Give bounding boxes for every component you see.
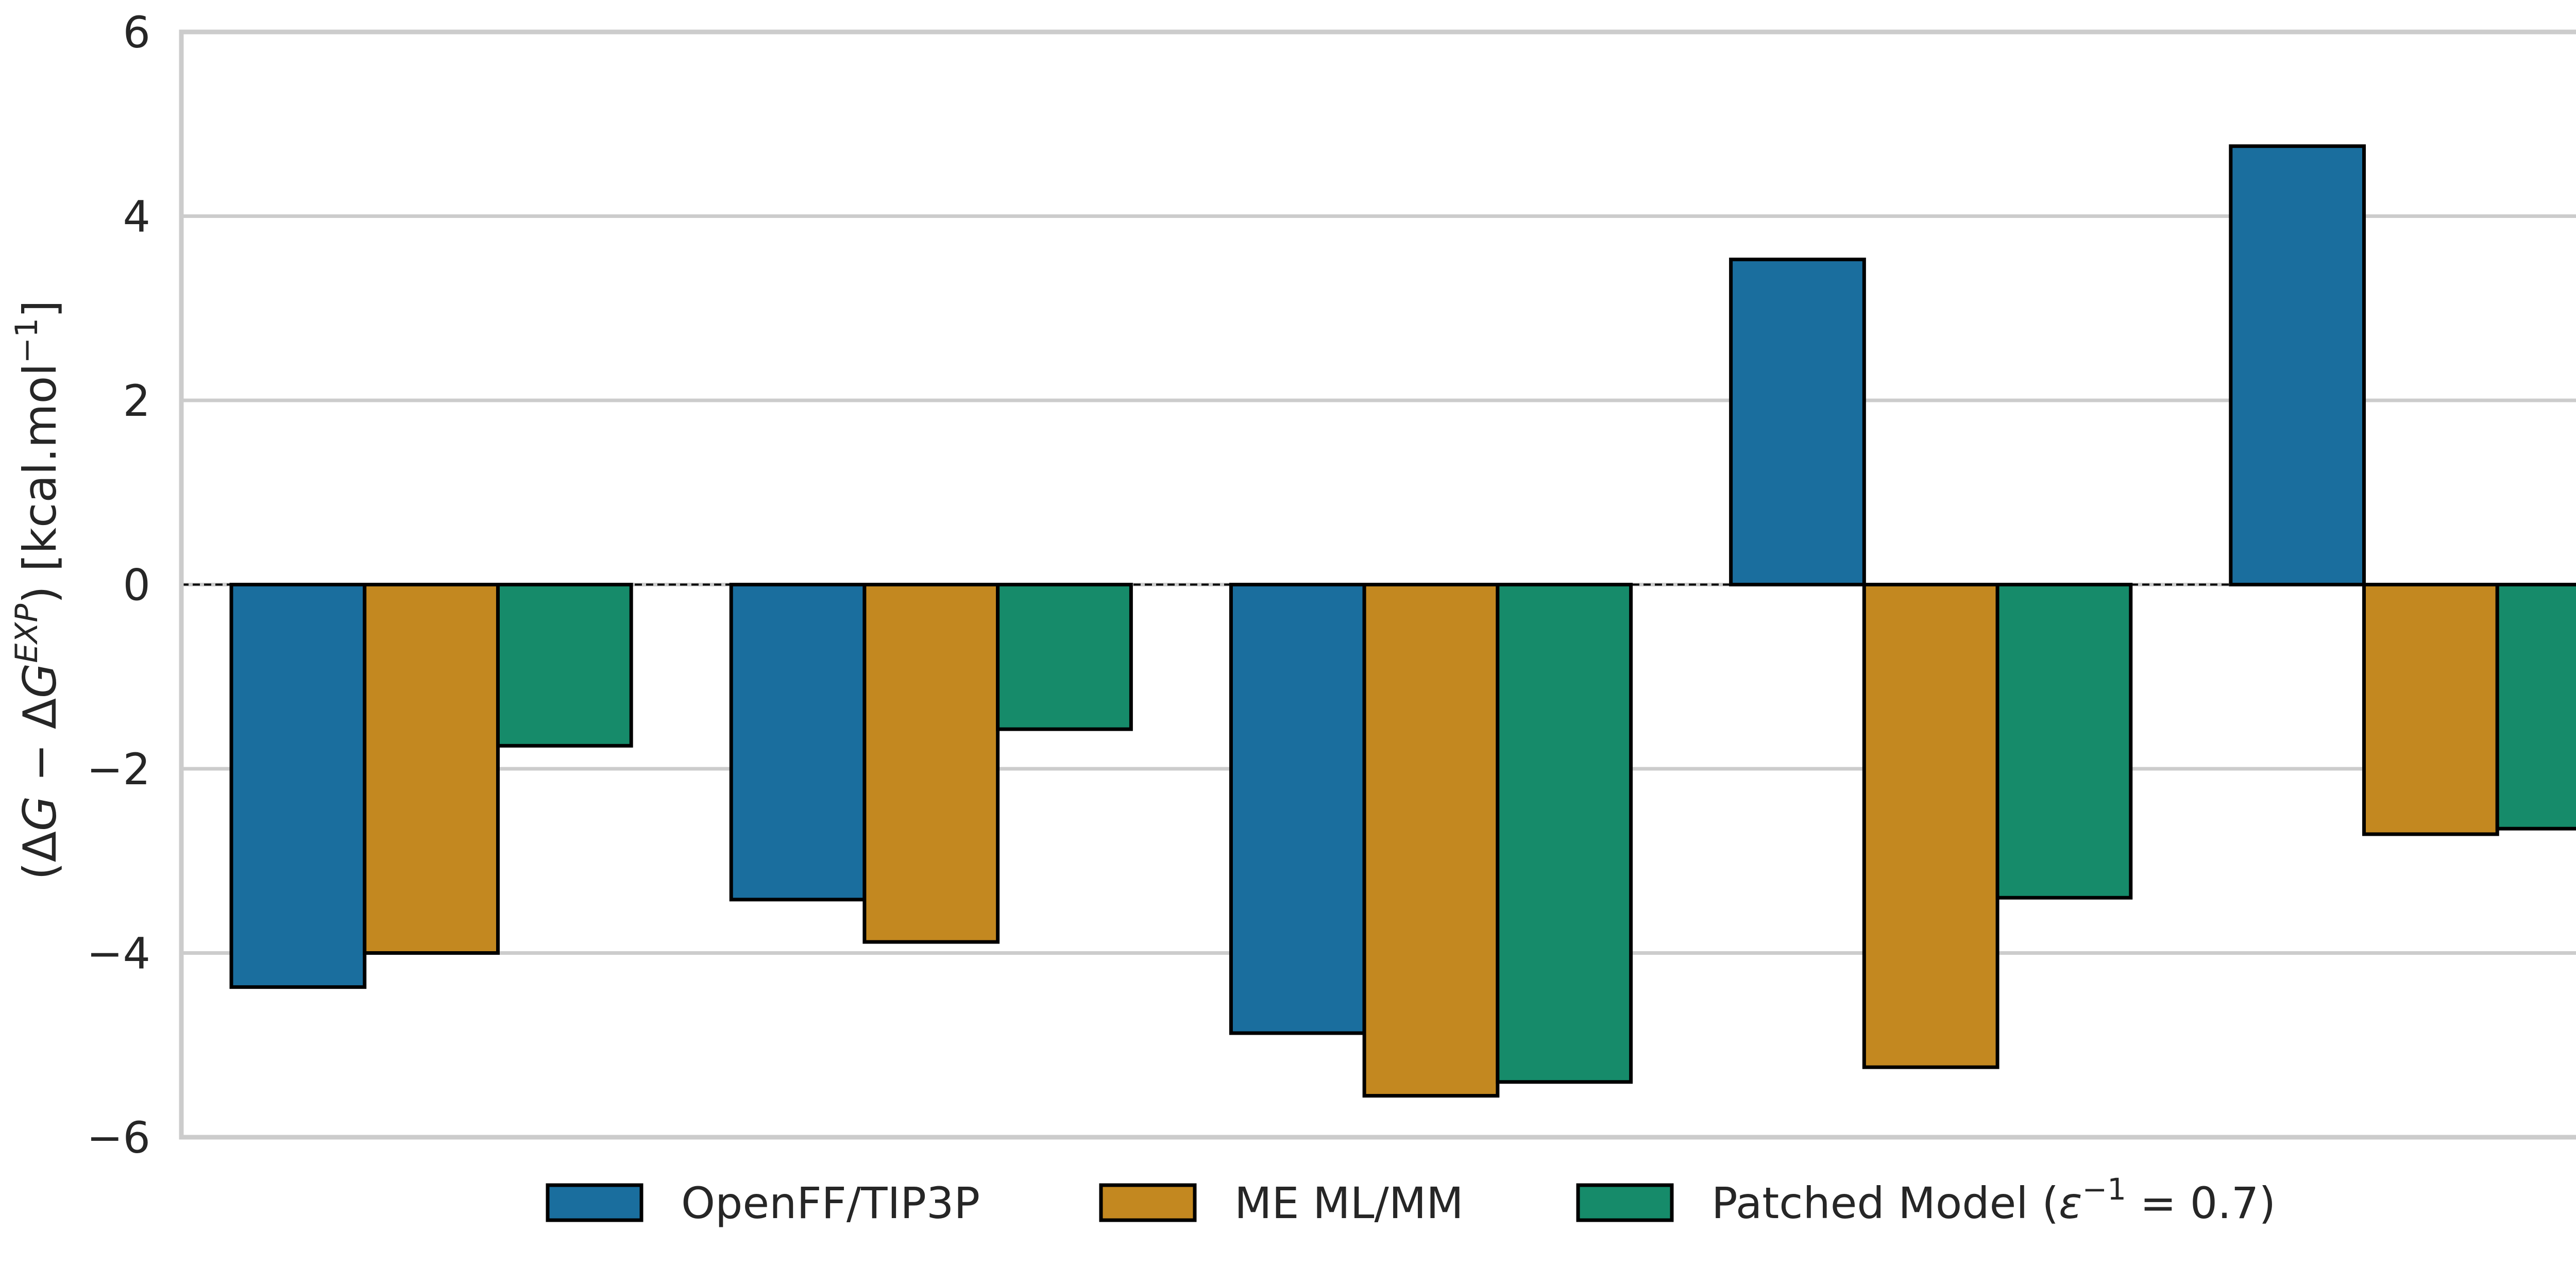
y-tick-label-5: 4: [123, 192, 150, 242]
bar-series2-group2: [862, 583, 1000, 944]
y-tick-label-1: −4: [87, 929, 150, 979]
y-tick-label-2: −2: [87, 744, 150, 795]
bar-series1-group3: [1229, 583, 1366, 1035]
ylabel-neg: −1: [9, 318, 45, 363]
ylabel-minus: − Δ: [13, 698, 66, 796]
bar-series3-group2: [996, 583, 1133, 731]
y-tick-label-6: 6: [123, 7, 150, 58]
legend-patched-eps: ε: [2059, 1178, 2082, 1228]
bar-series2-group5: [2362, 583, 2499, 836]
bar-series1-group1: [229, 583, 367, 989]
bar-series2-group1: [363, 583, 500, 955]
y-tick-labels: −6 −4 −2 0 2 4 6: [87, 7, 150, 1163]
legend-label-me-mlmm: ME ML/MM: [1234, 1178, 1464, 1228]
legend: OpenFF/TIP3P ME ML/MM Patched Model (ε−1…: [546, 1172, 2276, 1228]
legend-patched-sup: −1: [2082, 1172, 2127, 1207]
bar-series: [229, 144, 2576, 1098]
bar-series3-group4: [1995, 583, 2133, 900]
legend-swatch-openff: [546, 1183, 643, 1222]
legend-patched-prefix: Patched Model (: [1711, 1178, 2059, 1228]
ylabel-exp: EXP: [9, 603, 45, 663]
bar-series3-group5: [2495, 583, 2576, 831]
ylabel-open: (Δ: [13, 831, 66, 880]
legend-swatch-me-mlmm: [1099, 1183, 1197, 1222]
bar-series1-group5: [2229, 144, 2366, 586]
bar-series3-group1: [496, 583, 633, 748]
bar-series3-group3: [1496, 583, 1633, 1084]
legend-label-patched: Patched Model (ε−1 = 0.7): [1711, 1172, 2276, 1228]
ylabel-g1: G: [13, 796, 66, 831]
plot-border: [179, 29, 2576, 1140]
bar-series1-group4: [1729, 258, 1866, 586]
plot-frame: [179, 29, 2576, 1140]
bar-series2-group4: [1862, 583, 1999, 1069]
y-tick-label-4: 2: [123, 376, 150, 426]
y-axis-title: (ΔG − ΔGEXP) [kcal.mol−1]: [9, 300, 66, 880]
bar-series2-group3: [1362, 583, 1500, 1098]
ylabel-close: ) [kcal.mol: [13, 363, 66, 603]
y-tick-label-0: −6: [87, 1112, 150, 1163]
legend-patched-suffix: = 0.7): [2126, 1178, 2276, 1228]
legend-label-openff: OpenFF/TIP3P: [681, 1178, 980, 1228]
ylabel-end: ]: [13, 300, 66, 317]
legend-swatch-patched: [1576, 1183, 1674, 1222]
bar-series1-group2: [729, 583, 867, 902]
y-tick-label-3: 0: [123, 560, 150, 611]
ylabel-g2: G: [13, 663, 66, 698]
